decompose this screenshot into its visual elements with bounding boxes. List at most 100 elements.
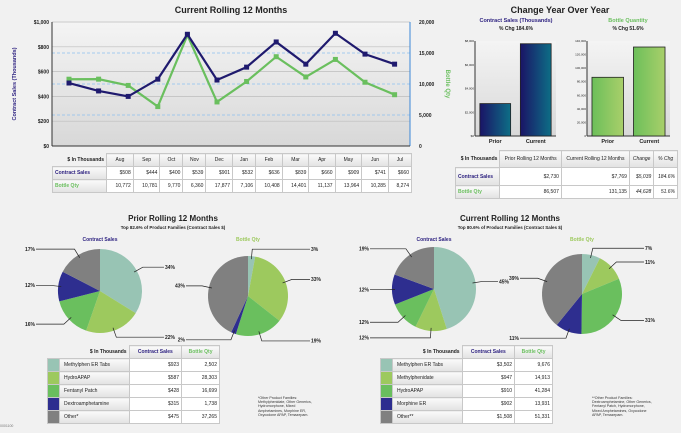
bar-category-label: Prior [489,139,503,145]
bottle-bar-subtitle: % Chg 51.6% [612,26,644,32]
bottle-qty-cell: 1,738 [181,397,220,411]
prior-contract-pie-leader-line [36,285,62,287]
contract-sales-cell: $587 [128,371,183,385]
current-contract-pie-leader-line [370,248,412,258]
prior-contract-pie-slice [62,249,100,291]
family-name: Other* [59,410,130,424]
row-label-contract: Contract Sales [51,166,108,180]
bottle-qty-cell: 10,781 [132,179,161,193]
y-tick-label: $1,000 [34,20,50,26]
current-contract-pie-pct-label: 12% [359,287,370,293]
legend-swatch [380,410,393,424]
contract-sales-cell: $532 [232,166,257,180]
col-header: Contract Sales [128,345,183,359]
contract-sales-cell: $539 [182,166,207,180]
prior-contract-pie-pct-label: 34% [165,265,176,271]
y2-tick-label: 10,000 [419,82,435,88]
table-corner: $ In Thousands [67,156,105,163]
current-contract-pie-leader-line [472,281,498,284]
bottle-qty-cell: 14,401 [281,179,310,193]
contract-sales-cell: $400 [159,166,184,180]
prior-contract-pie-leader-line [133,266,164,273]
contract-sales-cell: $475 [128,410,183,424]
legend-swatch [380,358,393,372]
bottle-qty-cell: 2,502 [181,358,220,372]
table-corner: $ In Thousands [89,348,127,355]
month-header: Nov [182,153,207,167]
prior-bottle-pie-leader-line [186,330,235,341]
current-contract-pie-pct-label: 19% [359,247,370,253]
y-tick-label: $800 [38,45,49,51]
family-name: Methylphenidate [392,371,463,385]
y-tick-label: $600 [38,70,49,76]
contract-sales-cell: $839 [281,166,310,180]
contract-bar-tick-label: $6,000 [465,63,475,67]
contract-sales-cell: $923 [128,358,183,372]
family-name: Morphine ER [392,397,463,411]
contract-sales-marker [155,76,161,82]
prior-contract-pie-pct-label: 22% [165,335,176,341]
y2-axis-label: Bottle Qty [444,70,450,99]
month-header: Apr [308,153,336,167]
contract-bar-tick-label: $8,000 [465,39,475,43]
current-footnote: **Other Product Families: Dextroamphetam… [592,396,652,417]
contract-sales-cell: $902 [461,397,516,411]
prior-bottle-pie-leader-line [282,279,310,284]
month-header: Aug [106,153,134,167]
current-bottle-pie-slice [582,258,619,294]
contract-sales-line [68,31,395,98]
month-header: Dec [205,153,234,167]
legend-swatch [47,397,60,411]
month-header: Jul [387,153,413,167]
prior-bottle-pie-pct-label: 19% [311,339,322,345]
contract-sales-marker [303,61,309,67]
bottle-qty-cell: 10,408 [255,179,283,193]
bottle-qty-cell: 10,285 [361,179,389,193]
contract-sales-cell: $741 [361,166,389,180]
contract-sales-cell: $508 [106,166,134,180]
bottle-bar-bar [633,46,666,137]
current-bottle-pie-leader-line [590,247,644,259]
prior-footnote: *Other Product Families: Methylphenidate… [258,396,312,417]
table-corner: $ In Thousands [422,348,460,355]
y-tick-label: $0 [43,144,49,150]
current-contract-label: Contract Sales [416,237,451,243]
contract-sales-marker [392,61,398,67]
month-header: Jun [361,153,389,167]
bottle-qty-cell: 7,106 [232,179,257,193]
contract-bar-tick-label: $2,000 [465,110,475,114]
prior-bottle-pie-pct-label: 33% [311,277,322,283]
footer-code: 0001100 [0,424,14,428]
contract-sales-marker [214,77,220,83]
cell: 131,135 [560,185,630,199]
row-label: Contract Sales [454,167,501,186]
prior-bottle-pie-pct-label: 3% [311,247,319,253]
month-header: Jan [232,153,257,167]
current-contract-pie-slice [394,247,434,289]
contract-sales-marker [244,64,250,70]
bottle-qty-cell: 10,772 [106,179,134,193]
current-bottle-pie-leader-line [612,314,644,321]
contract-bar-bar [519,43,552,137]
prior-contract-pie-pct-label: 12% [25,283,36,289]
prior-contract-pie-slice [57,271,100,302]
current-contract-pie-slice [434,247,477,330]
bottle-qty-cell: 16,699 [181,384,220,398]
y2-tick-label: 15,000 [419,51,435,57]
bottle-qty-cell: 8,274 [387,179,413,193]
bottle-qty-cell: 51,331 [514,410,553,424]
col-header: Current Rolling 12 Months [560,150,630,168]
table-corner: $ In Thousands [460,155,498,162]
legend-swatch [380,371,393,385]
bottle-bar-title: Bottle Quantity [608,18,648,24]
legend-swatch [47,384,60,398]
prior-contract-label: Contract Sales [82,237,117,243]
prior-contract-pie-slice [86,291,136,334]
current-contract-pie-leader-line [370,327,432,339]
col-header: Change [628,150,655,168]
prior-subtitle: Top 82.6% of Product Families (Contract … [121,225,226,230]
family-name: HydroAPAP [392,384,463,398]
contract-sales-cell: $636 [255,166,283,180]
bar-category-label: Current [639,139,659,145]
contract-sales-cell: $909 [334,166,363,180]
